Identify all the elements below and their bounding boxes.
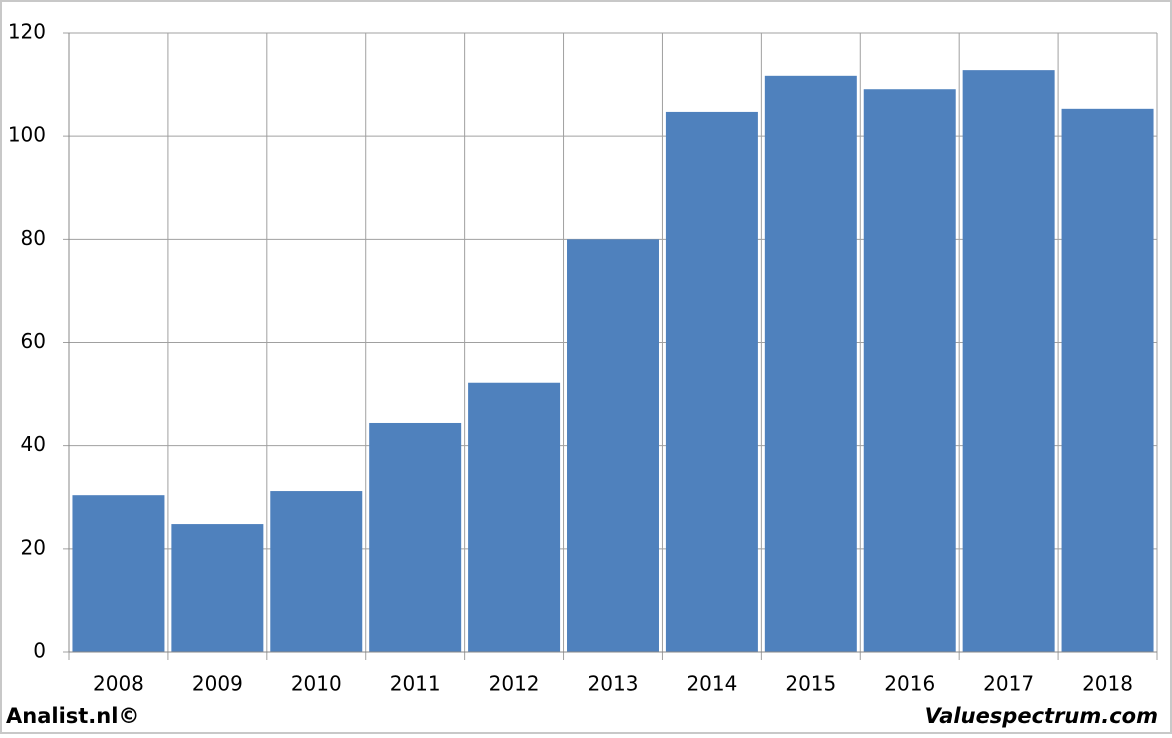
y-tick-label: 80 [21,226,46,250]
bar [567,239,659,653]
y-tick-label: 120 [8,20,46,44]
y-tick-label: 40 [21,432,46,456]
x-tick-label: 2013 [588,672,639,696]
bar [1061,108,1154,652]
bar [665,111,758,653]
x-tick-label: 2015 [785,672,836,696]
x-tick-label: 2012 [489,672,540,696]
y-tick-label: 100 [8,123,46,147]
bar [369,422,462,652]
bar [962,70,1055,652]
bar [468,382,561,652]
x-tick-label: 2018 [1082,672,1133,696]
footer-left: Analist.nl© [6,704,139,728]
x-tick-label: 2011 [390,672,441,696]
bar [863,89,956,652]
x-tick-label: 2010 [291,672,342,696]
y-tick-label: 20 [21,535,46,559]
y-tick-label: 0 [33,639,46,663]
bar [171,524,264,652]
y-tick-label: 60 [21,329,46,353]
x-tick-label: 2008 [93,672,144,696]
x-tick-label: 2017 [983,672,1034,696]
x-tick-label: 2016 [884,672,935,696]
bar [72,495,165,652]
x-tick-label: 2014 [686,672,737,696]
bar [270,491,363,652]
footer-right: Valuespectrum.com [925,704,1158,728]
x-tick-label: 2009 [192,672,243,696]
bar [764,75,857,653]
